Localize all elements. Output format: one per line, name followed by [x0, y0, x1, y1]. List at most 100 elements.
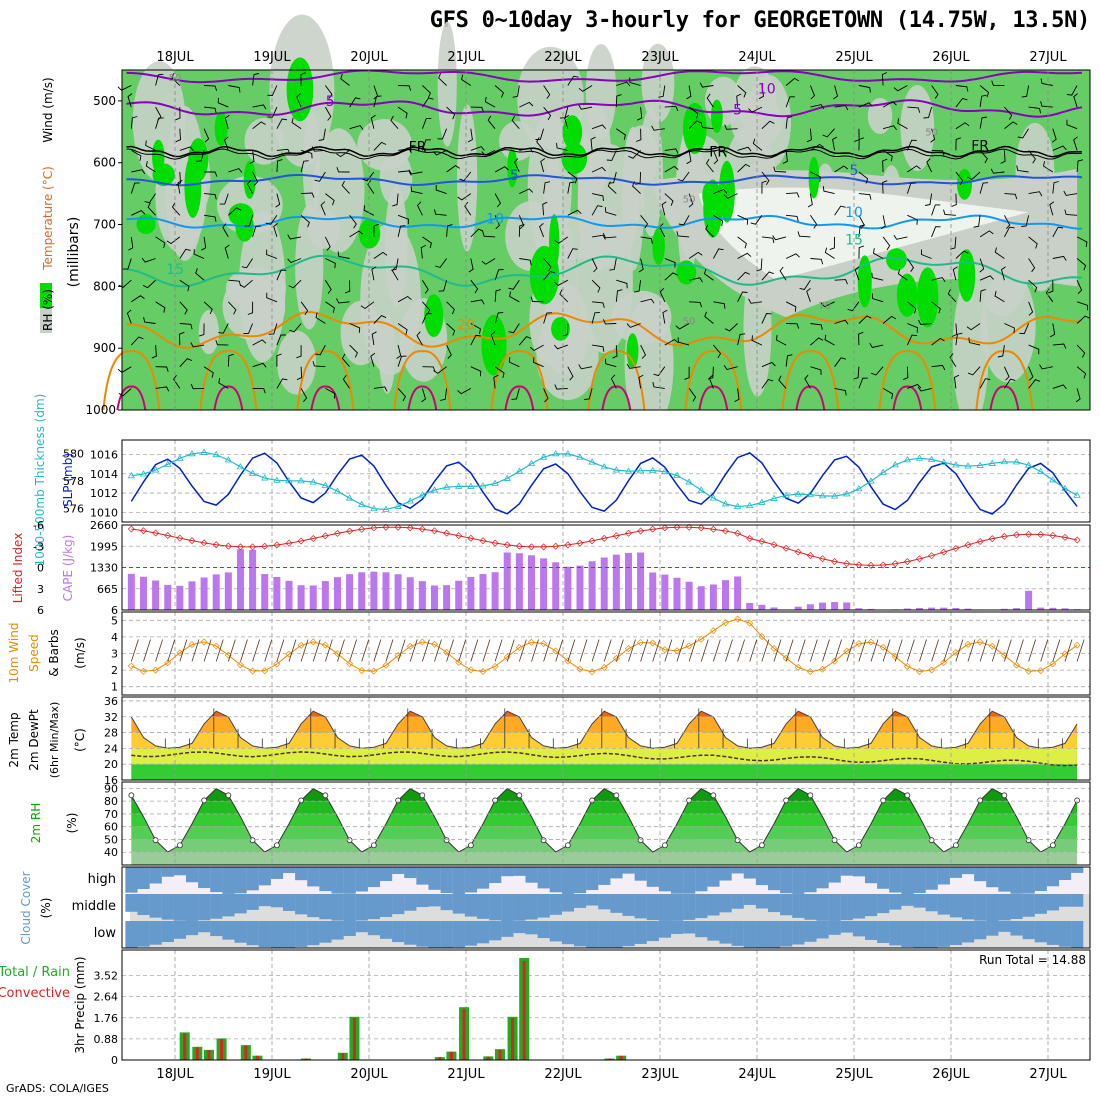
surface-wind-barb — [943, 639, 952, 662]
cloud-bar — [913, 894, 926, 908]
wind-barb — [1039, 364, 1053, 370]
wind-speed-marker — [673, 647, 681, 655]
wind-barb — [296, 345, 302, 359]
wind-barb — [222, 223, 229, 238]
wind-speed-marker — [831, 657, 839, 665]
wind-barb — [1076, 344, 1086, 358]
wind-tick-label: 2 — [111, 664, 118, 677]
wind-barb — [834, 165, 849, 173]
moist-air-region — [676, 260, 697, 285]
wind-barb — [543, 271, 556, 281]
wind-barb — [664, 193, 674, 206]
wind-barb — [459, 171, 472, 182]
cape-bar — [176, 585, 184, 610]
wind-barb — [610, 374, 617, 389]
wind-barb — [470, 323, 481, 334]
wind-barb — [201, 236, 207, 251]
temp-legend-label: 2m Temp — [7, 712, 21, 767]
wind-barb — [858, 171, 869, 184]
wind-barb — [761, 378, 774, 389]
lifted-index-marker — [285, 539, 293, 547]
rh-marker — [152, 837, 159, 844]
cloud-bar — [416, 894, 429, 908]
wind-barb — [276, 148, 291, 154]
thickness-marker — [600, 463, 608, 470]
wind-barb — [349, 344, 358, 358]
cape-bar — [491, 572, 499, 610]
wind-barb — [931, 337, 945, 346]
wind-barb — [360, 301, 375, 310]
lifted-index-marker — [612, 532, 620, 540]
temp-contour-30 — [407, 385, 438, 411]
wind-barb — [785, 116, 793, 129]
cloud-bar — [780, 894, 793, 916]
wind-barb — [951, 193, 957, 207]
temp-contour-25 — [490, 350, 549, 411]
wind-barb — [228, 85, 241, 93]
cloud-bar — [210, 894, 223, 919]
wind-barb — [320, 201, 326, 216]
cloud-bar — [295, 921, 308, 947]
wind-speed-marker — [200, 638, 208, 646]
surface-wind-barb — [409, 639, 418, 662]
surface-wind-barb — [725, 639, 733, 662]
wind-barb — [373, 223, 379, 237]
lifted-index-marker — [358, 525, 366, 533]
wind-barb — [494, 312, 504, 324]
contour-label: 5 — [510, 168, 519, 184]
moist-air-region — [551, 316, 570, 341]
wind-barb — [991, 80, 1005, 86]
temp-contour-30 — [601, 385, 632, 411]
wind-barb — [397, 388, 406, 402]
lifted-index-marker — [721, 527, 729, 535]
wind-speed-marker — [564, 657, 572, 665]
cape-bar — [430, 585, 438, 610]
wind-barb — [542, 201, 548, 216]
surface-wind-barb — [919, 639, 927, 662]
thickness-marker — [467, 482, 475, 489]
wind-barb — [1004, 106, 1013, 120]
wind-barb — [907, 214, 918, 225]
date-label-bottom: 27JUL — [1029, 1067, 1067, 1082]
wind-barb — [567, 209, 582, 216]
wind-speed-marker — [443, 648, 451, 656]
cloud-bar — [743, 867, 756, 879]
dry-air-region — [244, 117, 284, 165]
wind-speed-marker — [637, 639, 645, 647]
temp-contour-25 — [975, 350, 1034, 411]
lifted-index-marker — [309, 535, 317, 543]
cloud-bar — [804, 867, 817, 893]
thickness-marker — [794, 490, 802, 497]
thickness-marker — [891, 461, 899, 468]
cloud-bar — [755, 921, 769, 948]
wind-barb — [923, 106, 933, 119]
thickness-marker — [139, 470, 148, 477]
rh-marker — [661, 842, 668, 849]
temp-contour-30 — [310, 385, 341, 411]
cloud-bar — [719, 894, 732, 913]
wind-barb — [315, 344, 326, 356]
wind-barb — [440, 388, 448, 401]
wind-speed-marker — [249, 667, 257, 675]
wind-barb — [296, 93, 302, 108]
wind-barb — [994, 291, 1005, 303]
wind-barb — [266, 292, 278, 303]
wind-barb — [592, 344, 605, 352]
cloud-bar — [537, 921, 550, 939]
surface-wind-barb — [640, 639, 648, 662]
rh-marker — [564, 842, 571, 849]
wind-barb — [713, 214, 724, 227]
wind-barb — [131, 295, 145, 303]
surface-wind-barb — [155, 639, 163, 662]
wind-barb — [1063, 190, 1078, 196]
surface-wind-barb — [288, 639, 297, 662]
cloud-bar — [161, 921, 174, 943]
cloud-bar — [925, 921, 938, 948]
cloud-bar — [974, 921, 987, 940]
wind-barb — [797, 231, 811, 238]
wind-barb — [300, 149, 313, 159]
cape-tick-label: 665 — [97, 583, 118, 596]
thickness-marker — [588, 458, 596, 465]
cape-bar — [394, 574, 402, 610]
wind-barb — [847, 301, 860, 312]
